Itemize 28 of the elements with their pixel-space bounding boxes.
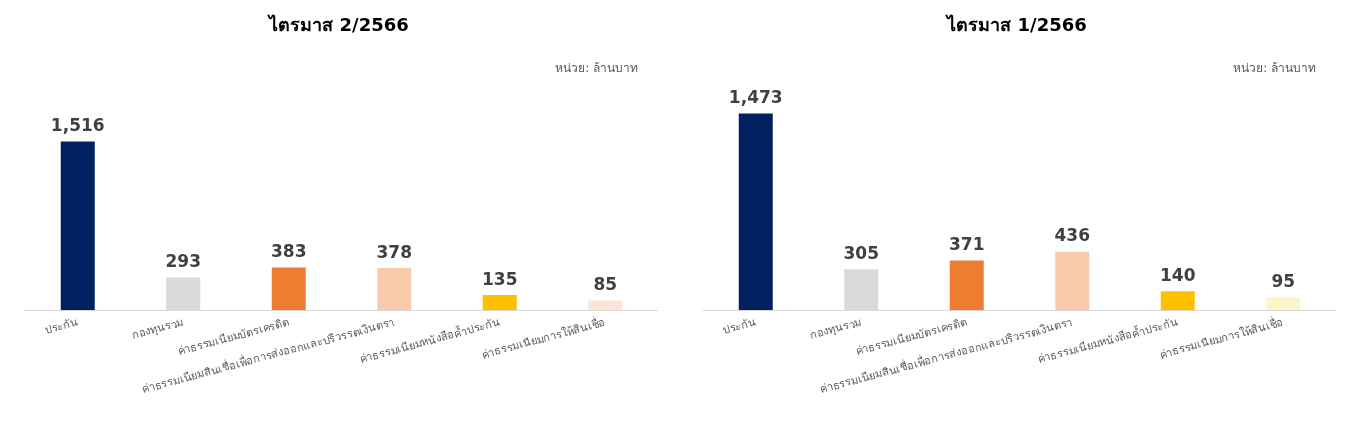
- text: หน่วย: ล้านบาท: [1233, 61, 1316, 75]
- bar: [60, 141, 95, 310]
- data-label: 1,516: [50, 115, 105, 136]
- bar: [1055, 251, 1090, 310]
- bar: [377, 268, 412, 310]
- x-tick-label: ประกัน: [721, 315, 758, 338]
- data-label: 1,473: [728, 87, 783, 108]
- bar: [1266, 297, 1301, 310]
- data-label: 85: [593, 274, 618, 295]
- data-label: 305: [843, 242, 879, 263]
- data-label: 293: [165, 250, 201, 271]
- data-label: 436: [1054, 225, 1090, 246]
- chart-title: ไตรมาส 2/2566: [267, 13, 409, 35]
- bar: [1160, 291, 1195, 310]
- data-label: 95: [1271, 270, 1296, 291]
- data-label: 135: [482, 268, 518, 289]
- bar: [588, 300, 623, 310]
- x-tick-label: ประกัน: [43, 315, 80, 338]
- bar: [271, 267, 306, 310]
- bar: [482, 295, 517, 310]
- data-label: 140: [1160, 264, 1196, 285]
- bar: [949, 260, 984, 310]
- data-label: 383: [271, 240, 307, 261]
- text: หน่วย: ล้านบาท: [555, 61, 638, 75]
- data-label: 378: [376, 241, 412, 262]
- chart-title: ไตรมาส 1/2566: [945, 13, 1087, 35]
- bar: [738, 113, 773, 310]
- data-label: 371: [949, 234, 985, 255]
